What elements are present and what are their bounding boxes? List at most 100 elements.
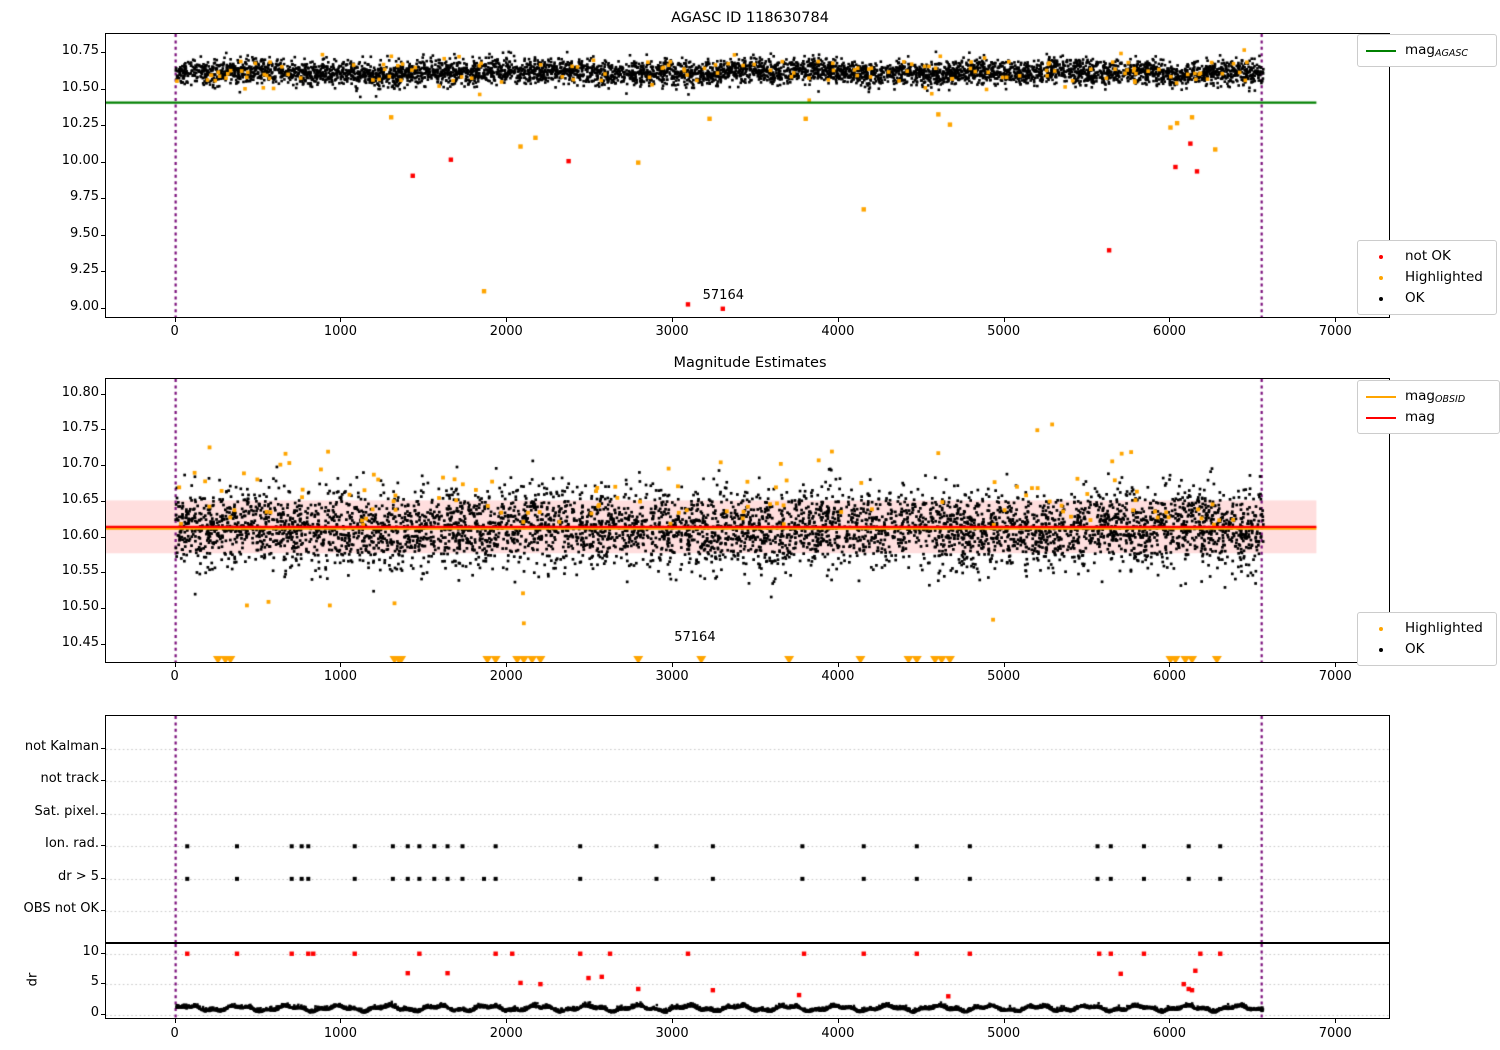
panel3-category-not-track: not track <box>40 771 99 787</box>
legend-label-mag-obsid: magOBSID <box>1405 387 1466 405</box>
panel4-xtick-5000: 5000 <box>987 1026 1021 1041</box>
panel2-ytick-10.80: 10.80 <box>61 384 99 400</box>
highlighted-dot-swatch-2 <box>1366 626 1396 631</box>
panel4-xtick-6000: 6000 <box>1152 1026 1187 1041</box>
panel4-xtick-2000: 2000 <box>489 1026 523 1041</box>
panel2-ytick-10.45: 10.45 <box>61 634 99 650</box>
axis-tick-mark <box>101 198 105 200</box>
axis-tick-mark <box>101 910 105 912</box>
axis-tick-mark <box>101 88 105 90</box>
axis-tick-mark <box>174 663 176 667</box>
panel3-category-obs-not-ok: OBS not OK <box>23 901 100 917</box>
axis-tick-mark <box>101 125 105 127</box>
axis-tick-mark <box>101 780 105 782</box>
panel1-xtick-5000: 5000 <box>987 324 1021 339</box>
axis-tick-mark <box>506 1019 508 1023</box>
panel3-category-ion-rad-: Ion. rad. <box>45 836 99 852</box>
legend-label-ok: OK <box>1405 289 1425 306</box>
axis-tick-mark <box>672 663 674 667</box>
legend-item-mag-agasc[interactable]: magAGASC <box>1366 40 1488 61</box>
panel1-ytick-10.50: 10.50 <box>61 79 99 95</box>
axis-tick-mark <box>1335 1019 1337 1023</box>
panel2-xtick-7000: 7000 <box>1318 669 1352 684</box>
axis-tick-mark <box>101 812 105 814</box>
legend-item-highlighted-2[interactable]: Highlighted <box>1366 618 1488 639</box>
not-ok-dot-swatch <box>1366 254 1396 259</box>
axis-tick-mark <box>101 536 105 538</box>
legend-label-not-ok: not OK <box>1405 247 1451 264</box>
panel1-ytick-9.25: 9.25 <box>70 262 99 278</box>
legend-item-mag-obsid[interactable]: magOBSID <box>1366 386 1491 407</box>
panel2-ytick-10.60: 10.60 <box>61 527 99 543</box>
panel1-legend-top[interactable]: magAGASC <box>1357 34 1497 67</box>
panel1-annotation-57164: 57164 <box>702 287 744 303</box>
highlighted-dot-swatch <box>1366 275 1396 280</box>
mag-obsid-line-swatch <box>1366 395 1396 398</box>
panel1-xtick-6000: 6000 <box>1152 324 1187 339</box>
legend-label-highlighted-2: Highlighted <box>1405 619 1483 636</box>
panel2-xtick-6000: 6000 <box>1152 669 1187 684</box>
axis-tick-mark <box>1335 318 1337 322</box>
legend-item-not-ok[interactable]: not OK <box>1366 246 1488 267</box>
axis-tick-mark <box>101 393 105 395</box>
panel2-xtick-5000: 5000 <box>987 669 1021 684</box>
panel1-ytick-9.00: 9.00 <box>70 298 99 314</box>
axis-tick-mark <box>101 429 105 431</box>
legend-label-mag-agasc: magAGASC <box>1405 41 1469 59</box>
panel1-xtick-1000: 1000 <box>323 324 357 339</box>
panel-magnitude-estimates <box>105 378 1390 663</box>
axis-tick-mark <box>101 747 105 749</box>
axis-tick-mark <box>174 318 176 322</box>
legend-label-highlighted: Highlighted <box>1405 268 1483 285</box>
panel2-xtick-3000: 3000 <box>655 669 689 684</box>
panel1-xtick-4000: 4000 <box>821 324 855 339</box>
panel1-ytick-9.75: 9.75 <box>70 189 99 205</box>
legend-item-ok[interactable]: OK <box>1366 288 1488 309</box>
axis-tick-mark <box>101 952 105 954</box>
panel2-ytick-10.65: 10.65 <box>61 491 99 507</box>
axis-tick-mark <box>101 608 105 609</box>
panel-status-flags <box>105 715 1390 943</box>
legend-item-mag[interactable]: mag <box>1366 407 1491 428</box>
ok-dot-swatch-2 <box>1366 647 1396 652</box>
axis-tick-mark <box>101 877 105 879</box>
figure-title: AGASC ID 118630784 <box>671 10 829 26</box>
axis-tick-mark <box>672 318 674 322</box>
axis-tick-mark <box>672 1019 674 1023</box>
mag-agasc-line-swatch <box>1366 49 1396 52</box>
axis-tick-mark <box>101 234 105 236</box>
panel1-legend-bottom[interactable]: not OK Highlighted OK <box>1357 240 1497 315</box>
panel2-xtick-1000: 1000 <box>323 669 357 684</box>
panel4-xtick-1000: 1000 <box>323 1026 357 1041</box>
panel1-ytick-10.75: 10.75 <box>61 43 99 58</box>
panel1-ytick-10.25: 10.25 <box>61 116 99 132</box>
panel4-ytick-0: 0 <box>90 1004 99 1020</box>
legend-item-ok-2[interactable]: OK <box>1366 639 1488 660</box>
axis-tick-mark <box>174 1019 176 1023</box>
axis-tick-mark <box>101 52 105 53</box>
axis-tick-mark <box>340 1019 342 1023</box>
panel4-xtick-0: 0 <box>170 1026 179 1041</box>
axis-tick-mark <box>101 161 105 163</box>
axis-tick-mark <box>101 307 105 309</box>
mag-line-swatch <box>1366 416 1396 419</box>
panel2-xtick-0: 0 <box>170 669 179 684</box>
ok-dot-swatch <box>1366 296 1396 301</box>
panel2-legend-top[interactable]: magOBSID mag <box>1357 380 1500 434</box>
panel2-annotation-57164: 57164 <box>674 630 716 645</box>
panel1-ytick-10.00: 10.00 <box>61 152 99 168</box>
axis-tick-mark <box>1335 663 1337 667</box>
panel1-xtick-0: 0 <box>170 324 179 339</box>
axis-tick-mark <box>101 271 105 273</box>
axis-tick-mark <box>1003 663 1005 667</box>
legend-label-mag: mag <box>1405 408 1435 425</box>
axis-tick-mark <box>340 318 342 322</box>
legend-label-ok-2: OK <box>1405 640 1425 657</box>
axis-tick-mark <box>101 572 105 574</box>
panel2-legend-bottom[interactable]: Highlighted OK <box>1357 612 1497 666</box>
panel2-ytick-10.50: 10.50 <box>61 599 99 614</box>
panel1-xtick-2000: 2000 <box>489 324 523 339</box>
legend-item-highlighted[interactable]: Highlighted <box>1366 267 1488 288</box>
axis-tick-mark <box>340 663 342 667</box>
